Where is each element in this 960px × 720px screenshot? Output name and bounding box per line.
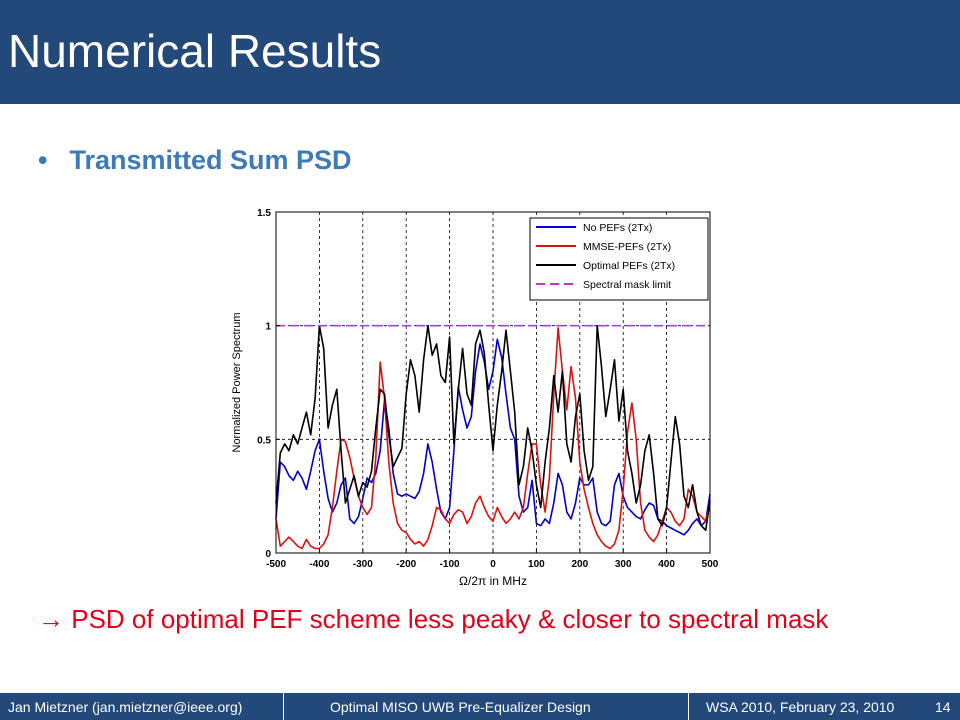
y-tick-label: 1.5 xyxy=(257,208,271,219)
x-axis-label: Ω/2π in MHz xyxy=(459,574,527,588)
x-tick-label: -200 xyxy=(396,559,416,570)
legend-label: MMSE-PEFs (2Tx) xyxy=(583,241,671,253)
footer-page-number: 14 xyxy=(935,699,951,715)
series-line-no-pefs-2tx xyxy=(275,338,711,536)
footer-bar: Jan Mietzner (jan.mietzner@ieee.org) Opt… xyxy=(0,693,960,720)
x-tick-label: -100 xyxy=(440,559,460,570)
legend-label: No PEFs (2Tx) xyxy=(583,222,652,234)
series-line-mmse-pefs-2tx xyxy=(275,327,711,550)
legend-box xyxy=(529,217,709,301)
x-tick-label: 100 xyxy=(528,559,545,570)
y-tick-label: 1 xyxy=(265,322,271,333)
y-axis-label: Normalized Power Spectrum xyxy=(231,313,243,453)
legend-label: Spectral mask limit xyxy=(583,279,671,291)
x-tick-label: 200 xyxy=(571,559,588,570)
x-tick-label: 0 xyxy=(490,559,496,570)
conclusion-line: → PSD of optimal PEF scheme less peaky &… xyxy=(38,604,828,635)
x-tick-label: -500 xyxy=(266,559,286,570)
title-bar: Numerical Results xyxy=(0,0,960,104)
bullet-item: • Transmitted Sum PSD xyxy=(38,145,352,176)
bullet-text: Transmitted Sum PSD xyxy=(69,145,352,175)
x-tick-label: 500 xyxy=(702,559,719,570)
footer-divider xyxy=(688,693,689,720)
y-tick-label: 0 xyxy=(265,549,271,560)
x-tick-label: 300 xyxy=(615,559,632,570)
conclusion-text: PSD of optimal PEF scheme less peaky & c… xyxy=(71,604,829,634)
psd-chart: -500 -400 -300 -200 -100 0 100 200 300 400 500 0 0.5… xyxy=(231,208,719,588)
footer-author: Jan Mietzner (jan.mietzner@ieee.org) xyxy=(8,699,243,715)
x-tick-label: -300 xyxy=(353,559,373,570)
footer-divider xyxy=(283,693,284,720)
bullet-marker: • xyxy=(38,145,48,175)
x-tick-label: 400 xyxy=(658,559,675,570)
y-tick-label: 0.5 xyxy=(257,435,271,446)
legend-label: Optimal PEFs (2Tx) xyxy=(583,260,675,272)
footer-talk-title: Optimal MISO UWB Pre-Equalizer Design xyxy=(330,699,591,715)
slide-title: Numerical Results xyxy=(8,25,382,77)
series-line-optimal-pefs-2tx xyxy=(275,324,711,532)
x-tick-label: -400 xyxy=(309,559,329,570)
right-arrow-icon: → xyxy=(38,604,64,634)
footer-venue: WSA 2010, February 23, 2010 xyxy=(706,699,895,715)
